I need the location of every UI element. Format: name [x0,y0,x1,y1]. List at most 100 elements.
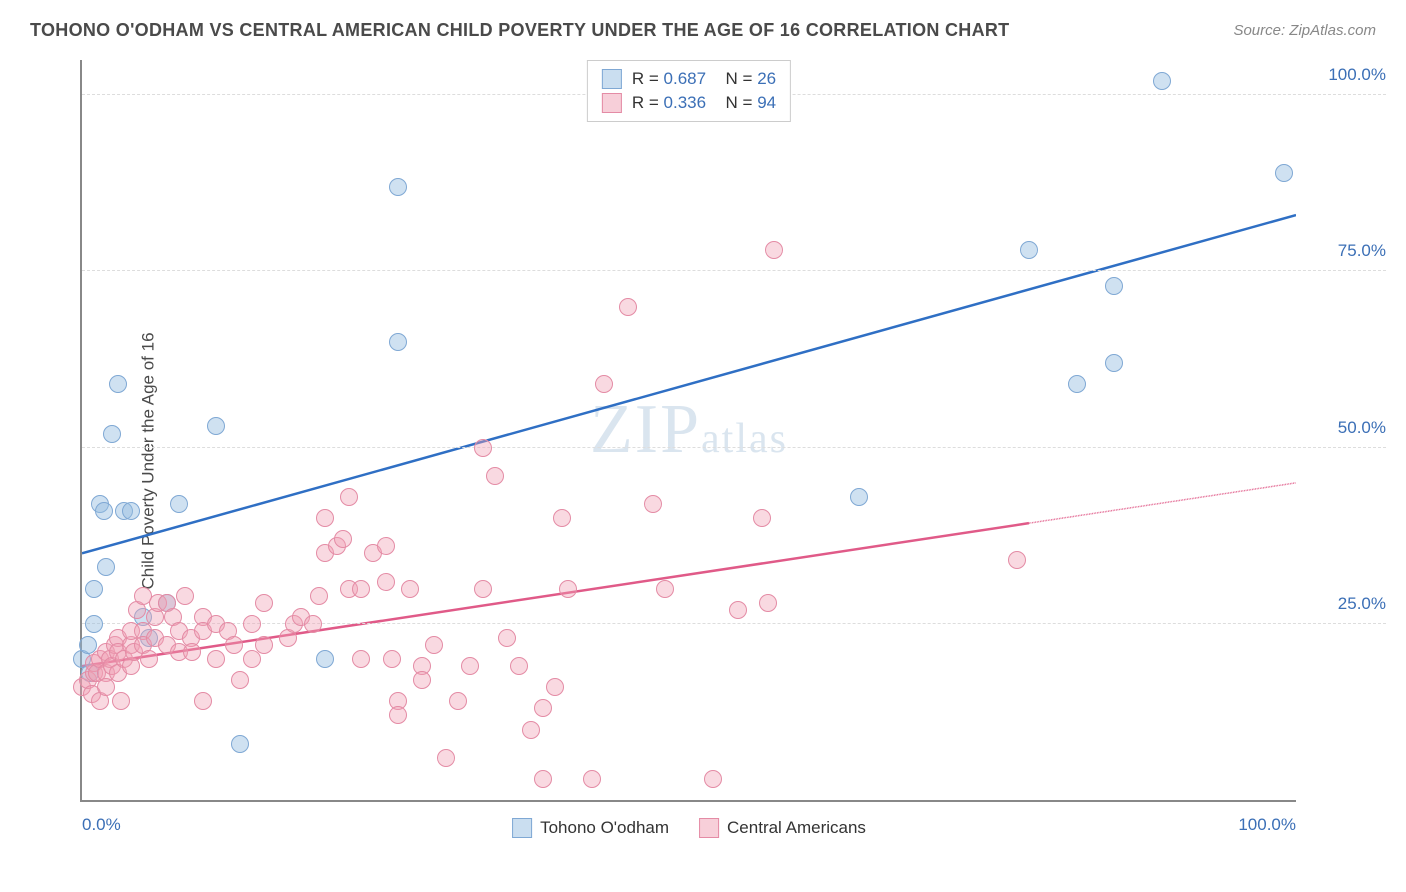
data-point [97,678,115,696]
chart-title: TOHONO O'ODHAM VS CENTRAL AMERICAN CHILD… [30,20,1009,41]
data-point [1153,72,1171,90]
data-point [207,650,225,668]
data-point [95,502,113,520]
data-point [352,580,370,598]
legend-label: Central Americans [727,818,866,838]
data-point [644,495,662,513]
watermark-small: atlas [701,416,788,462]
swatch-icon [602,93,622,113]
data-point [534,699,552,717]
data-point [729,601,747,619]
y-tick-label: 25.0% [1306,594,1386,614]
data-point [413,671,431,689]
data-point [765,241,783,259]
trend-lines [82,60,1296,800]
data-point [316,650,334,668]
chart-container: Child Poverty Under the Age of 16 R = 0.… [30,60,1396,862]
data-point [461,657,479,675]
swatch-icon [602,69,622,89]
data-point [85,615,103,633]
n-label: N = 26 [716,69,776,89]
r-label: R = 0.687 [632,69,706,89]
data-point [1020,241,1038,259]
data-point [559,580,577,598]
data-point [389,706,407,724]
gridline [82,270,1386,271]
data-point [383,650,401,668]
chart-header: TOHONO O'ODHAM VS CENTRAL AMERICAN CHILD… [0,0,1406,51]
data-point [304,615,322,633]
n-value: 26 [757,69,776,88]
data-point [595,375,613,393]
data-point [704,770,722,788]
data-point [377,537,395,555]
data-point [553,509,571,527]
r-label: R = 0.336 [632,93,706,113]
data-point [176,587,194,605]
stats-row: R = 0.336 N = 94 [602,91,776,115]
stats-legend: R = 0.687 N = 26 R = 0.336 N = 94 [587,60,791,122]
data-point [1105,277,1123,295]
data-point [316,509,334,527]
x-tick-label: 0.0% [82,815,121,835]
data-point [352,650,370,668]
n-label: N = 94 [716,93,776,113]
gridline [82,447,1386,448]
gridline [82,623,1386,624]
data-point [231,671,249,689]
data-point [759,594,777,612]
data-point [109,375,127,393]
data-point [122,502,140,520]
data-point [498,629,516,647]
legend-item: Tohono O'odham [512,818,669,838]
data-point [231,735,249,753]
data-point [170,495,188,513]
swatch-icon [512,818,532,838]
data-point [85,580,103,598]
data-point [225,636,243,654]
data-point [619,298,637,316]
data-point [401,580,419,598]
data-point [255,594,273,612]
data-point [437,749,455,767]
watermark-big: ZIP [590,391,701,468]
data-point [850,488,868,506]
data-point [1068,375,1086,393]
series-legend: Tohono O'odham Central Americans [512,818,866,838]
source-label: Source: ZipAtlas.com [1233,22,1376,39]
data-point [425,636,443,654]
data-point [534,770,552,788]
data-point [546,678,564,696]
data-point [474,580,492,598]
data-point [389,333,407,351]
y-tick-label: 50.0% [1306,418,1386,438]
data-point [656,580,674,598]
data-point [522,721,540,739]
data-point [1105,354,1123,372]
y-tick-label: 100.0% [1306,65,1386,85]
data-point [243,615,261,633]
data-point [334,530,352,548]
data-point [340,488,358,506]
data-point [1275,164,1293,182]
data-point [103,425,121,443]
data-point [449,692,467,710]
legend-label: Tohono O'odham [540,818,669,838]
swatch-icon [699,818,719,838]
data-point [183,643,201,661]
data-point [753,509,771,527]
data-point [255,636,273,654]
data-point [112,692,130,710]
data-point [140,650,158,668]
data-point [486,467,504,485]
data-point [583,770,601,788]
data-point [97,558,115,576]
data-point [243,650,261,668]
data-point [310,587,328,605]
x-tick-label: 100.0% [1238,815,1296,835]
watermark: ZIPatlas [590,390,788,470]
y-tick-label: 75.0% [1306,241,1386,261]
n-value: 94 [757,93,776,112]
plot-area: R = 0.687 N = 26 R = 0.336 N = 94 ZIPatl… [80,60,1296,802]
data-point [1008,551,1026,569]
